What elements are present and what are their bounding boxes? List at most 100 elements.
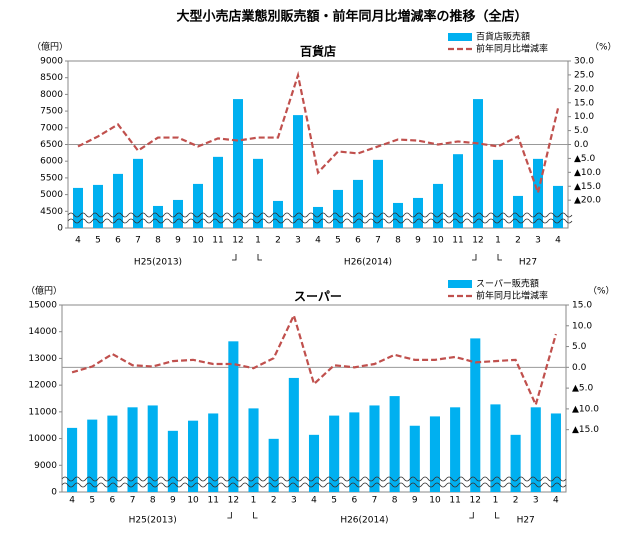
x-tick-label: 7 [375, 236, 381, 246]
x-tick-label: 8 [150, 496, 156, 506]
year-divider [497, 254, 502, 261]
x-tick-label: 7 [135, 236, 141, 246]
bar [248, 408, 259, 492]
bar [353, 179, 363, 228]
y-tick-label: 5500 [40, 173, 63, 183]
x-tick-label: 12 [232, 236, 243, 246]
x-tick-label: 4 [553, 496, 559, 506]
x-tick-label: 11 [212, 236, 223, 246]
y-tick-label: 7000 [40, 123, 63, 133]
year-divider [253, 512, 258, 519]
bar [369, 405, 380, 492]
bar [87, 419, 98, 492]
y-tick-label: 4500 [40, 207, 63, 217]
x-tick-label: 11 [452, 236, 463, 246]
axis-break [67, 218, 573, 224]
x-tick-label: 10 [187, 496, 199, 506]
y-tick-label: 14000 [28, 327, 57, 337]
bar [308, 434, 320, 492]
y-tick-label: 7500 [40, 107, 63, 117]
legend-label: スーパー販売額 [476, 278, 539, 290]
bar [349, 412, 360, 492]
x-tick-label: 7 [372, 496, 378, 506]
bar [409, 425, 420, 492]
bar [167, 430, 178, 492]
x-tick-label: 4 [315, 236, 321, 246]
x-tick-label: 5 [89, 496, 95, 506]
bar [493, 159, 503, 228]
axis-break [67, 212, 573, 218]
x-tick-label: 9 [175, 236, 181, 246]
x-tick-label: 3 [535, 236, 541, 246]
legend-label: 前年同月比増減率 [476, 290, 548, 302]
y-tick-label: 10000 [28, 434, 57, 444]
x-tick-label: 1 [255, 236, 261, 246]
y2-tick-label: ▲5.0 [574, 154, 596, 164]
x-tick-label: 1 [493, 496, 499, 506]
y2-tick-label: ▲10.0 [572, 404, 599, 414]
x-tick-label: 9 [415, 236, 421, 246]
x-tick-label: 6 [110, 496, 116, 506]
bar [453, 154, 463, 228]
x-tick-label: 10 [429, 496, 441, 506]
x-tick-label: 9 [170, 496, 176, 506]
y2-tick-label: 10.0 [574, 112, 594, 122]
y-tick-label: 8000 [40, 90, 63, 100]
y2-tick-label: 5.0 [574, 126, 589, 136]
bar [329, 415, 340, 492]
y-tick-label: 13000 [28, 354, 57, 364]
x-tick-label: 4 [75, 236, 81, 246]
y2-tick-label: 20.0 [574, 84, 594, 94]
year-label: H27 [519, 258, 537, 268]
chart-title: 百貨店 [300, 44, 336, 59]
x-tick-label: 2 [271, 496, 277, 506]
bar [510, 434, 521, 492]
x-tick-label: 6 [115, 236, 121, 246]
line [77, 70, 560, 197]
y-tick-label: 15000 [28, 301, 57, 311]
bar [147, 405, 158, 492]
y2-tick-label: 15.0 [574, 98, 594, 108]
bar [429, 416, 440, 492]
bar [268, 438, 279, 492]
x-tick-label: 2 [513, 496, 519, 506]
x-tick-label: 9 [412, 496, 418, 506]
x-tick-label: 8 [395, 236, 401, 246]
bar [533, 158, 543, 228]
year-divider [232, 254, 237, 261]
x-tick-label: 4 [311, 496, 317, 506]
bar [530, 407, 541, 492]
year-divider [472, 254, 477, 261]
bar [73, 187, 83, 228]
x-tick-label: 6 [355, 236, 361, 246]
y2-axis-label: （%） [588, 286, 615, 297]
x-tick-label: 10 [192, 236, 204, 246]
bar [333, 189, 343, 228]
year-label: H26(2014) [340, 516, 388, 526]
x-tick-label: 12 [472, 236, 483, 246]
bar [133, 158, 143, 228]
year-divider [227, 512, 232, 519]
x-tick-label: 3 [291, 496, 297, 506]
y-tick-label: 6000 [40, 157, 63, 167]
bar [450, 407, 461, 492]
y-tick-label: 6500 [40, 140, 63, 150]
x-tick-label: 7 [130, 496, 136, 506]
x-tick-label: 4 [555, 236, 561, 246]
y-tick-label: 0 [51, 488, 57, 498]
x-tick-label: 8 [392, 496, 398, 506]
bar [233, 99, 243, 229]
bar [433, 183, 443, 228]
bar [513, 195, 523, 228]
bar [313, 206, 323, 228]
y-tick-label: 9000 [34, 461, 57, 471]
bar [188, 420, 199, 492]
bar [127, 407, 138, 492]
bar [93, 184, 103, 228]
y2-tick-label: ▲15.0 [572, 425, 599, 435]
x-tick-label: 2 [515, 236, 521, 246]
legend-swatch [448, 33, 472, 41]
bar [473, 99, 483, 229]
bar [173, 199, 183, 228]
year-label: H25(2013) [129, 516, 177, 526]
